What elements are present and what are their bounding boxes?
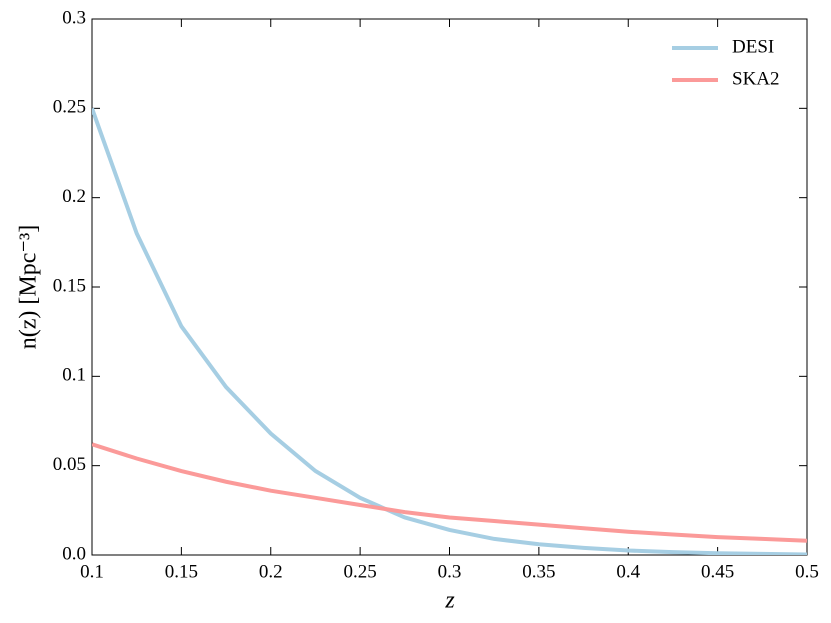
series-line	[92, 442, 807, 543]
y-axis-label: n(z) [Mpc⁻³]	[16, 225, 42, 349]
x-axis-label: z	[444, 588, 455, 614]
y-tick-label: 0.1	[62, 365, 86, 386]
x-tick-label: 0.1	[80, 561, 104, 582]
y-tick-label: 0.3	[62, 7, 86, 28]
y-tick-label: 0.0	[62, 543, 86, 564]
x-tick-label: 0.4	[616, 561, 640, 582]
y-tick-label: 0.2	[62, 186, 86, 207]
x-tick-label: 0.35	[522, 561, 555, 582]
x-tick-label: 0.3	[438, 561, 462, 582]
series-line	[92, 107, 807, 555]
x-tick-label: 0.45	[701, 561, 734, 582]
legend-label: SKA2	[732, 68, 780, 89]
legend-label: DESI	[732, 36, 774, 57]
y-tick-label: 0.15	[53, 275, 86, 296]
x-tick-label: 0.5	[795, 561, 819, 582]
x-tick-label: 0.15	[165, 561, 198, 582]
y-tick-label: 0.05	[53, 454, 86, 475]
x-tick-label: 0.2	[259, 561, 283, 582]
y-tick-label: 0.25	[53, 97, 86, 118]
x-tick-label: 0.25	[344, 561, 377, 582]
